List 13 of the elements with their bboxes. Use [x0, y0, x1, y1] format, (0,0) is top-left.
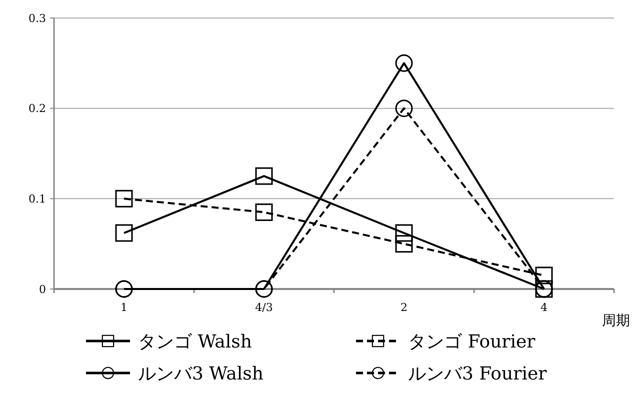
y-tick-label: 0.3	[28, 12, 46, 25]
legend-label: タンゴ Fourier	[408, 331, 536, 352]
x-tick-label: 4/3	[255, 301, 273, 314]
legend-label: ルンバ3 Fourier	[408, 363, 548, 384]
y-tick-label: 0.2	[28, 102, 46, 116]
legend-label: タンゴ Walsh	[138, 331, 252, 352]
legend-label: ルンバ3 Walsh	[138, 363, 264, 384]
x-axis-title: 周期	[602, 313, 630, 329]
y-tick-label: 0.1	[28, 192, 46, 206]
x-tick-label: 1	[120, 301, 128, 314]
x-tick-label: 4	[540, 301, 548, 314]
y-tick-label: 0	[39, 282, 46, 296]
x-tick-label: 2	[400, 301, 408, 314]
